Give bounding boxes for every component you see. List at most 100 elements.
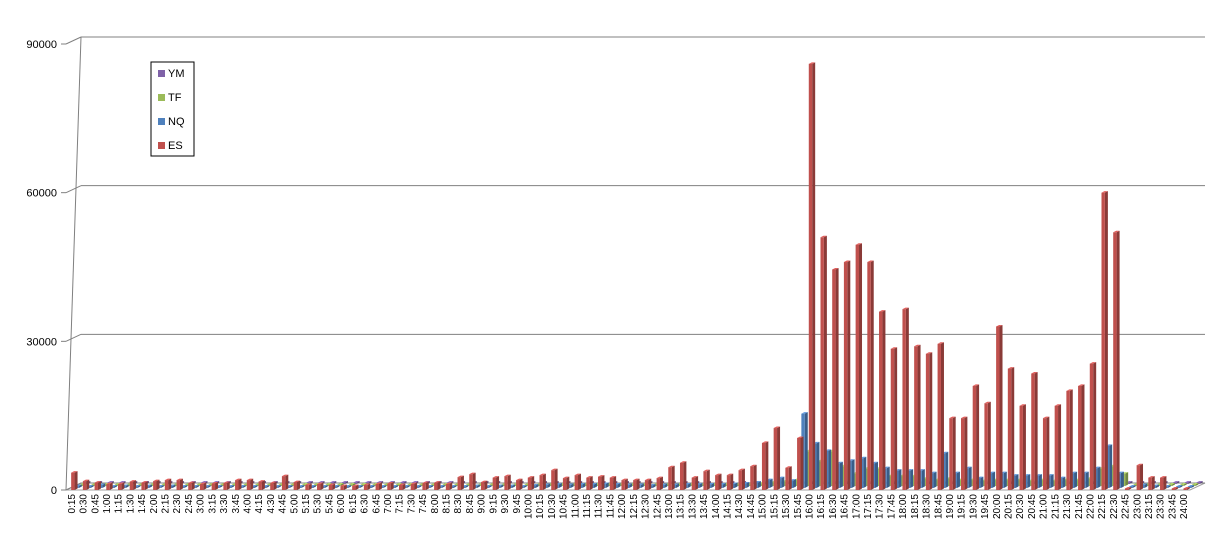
bar-side [273,481,277,490]
bar-es [340,484,347,490]
bar-side [297,480,301,490]
bar-es [1101,191,1108,490]
bar-front [1113,232,1117,491]
bar-side [1062,476,1066,488]
legend-swatch [158,142,165,149]
bar-top [984,401,991,404]
bar-top [972,384,980,386]
bar-side [793,479,797,488]
bar-side [403,481,407,484]
bar-top [329,481,337,483]
x-tick-label: 12:00 [617,494,628,519]
bar-front [1136,465,1141,490]
x-tick-label: 22:30 [1109,494,1120,519]
x-tick-label: 2:30 [172,494,183,514]
x-tick-label: 9:00 [477,494,488,514]
bar-top [117,482,125,485]
bar-side [1081,384,1085,490]
legend: YM TF NQ ES [150,61,195,157]
bar-front [703,471,707,490]
x-tick-label: 19:45 [980,494,991,519]
bar-top [890,347,898,349]
bar-side [1176,481,1180,484]
bar-side [999,324,1003,490]
x-tick-label: 4:30 [266,494,277,514]
bar-top [434,481,441,483]
bar-front [235,480,239,490]
bar-es [1042,416,1050,490]
left-wall-edge [65,36,82,491]
bar-es [317,482,324,490]
bar-side [1132,485,1136,488]
x-tick-label: 12:45 [652,494,663,519]
bar-es [867,260,874,490]
bar-es [410,482,418,490]
bar-es [925,352,933,490]
bar-side [578,473,582,490]
bar-es [984,401,991,490]
bar-front [996,326,1000,490]
bar-side [390,482,394,490]
bar-es [598,475,605,490]
bar-side [336,485,340,488]
bar-front [574,475,579,490]
x-tick-label: 1:00 [102,494,113,514]
x-tick-label: 21:15 [1050,494,1061,519]
x-tick-label: 11:00 [570,494,581,519]
x-tick-label: 4:00 [242,494,253,514]
bar-side [333,481,337,484]
bar-es [199,482,207,490]
bar-side [1179,485,1183,488]
bar-top [1042,416,1050,419]
bar-top [246,478,254,481]
bar-side [722,483,726,488]
bar-side [332,483,336,490]
bar-top [1180,483,1187,485]
bar-es [457,475,464,490]
x-tick-label: 17:15 [863,494,874,519]
bar-top [352,484,359,487]
bar-front [879,311,883,490]
bar-front [1054,405,1059,490]
bar-side [777,426,781,490]
x-tick-label: 21:45 [1074,494,1085,519]
bar-top [1066,389,1073,391]
x-tick-label: 15:00 [758,494,769,519]
bar-top [281,474,289,477]
bar-side [425,481,429,490]
bar-top [1183,487,1190,489]
bar-side [734,482,738,488]
bar-top [201,481,208,483]
bar-side [648,478,652,490]
bar-side [191,481,195,490]
bar-top [363,483,371,486]
bar-top [164,478,172,481]
bar-top [925,352,933,354]
bar-side [172,484,176,488]
bar-top [258,480,265,482]
bar-front [925,353,930,490]
bar-front [317,484,321,490]
bar-side [1038,474,1042,488]
bar-side [781,476,785,488]
bar-side [90,485,94,488]
bar-side [168,478,172,490]
legend-label: ES [168,140,183,152]
bar-front [352,486,356,490]
bar-top [609,476,617,478]
bar-es [551,468,558,490]
x-tick-label: 6:00 [336,494,347,514]
x-tick-label: 8:45 [465,494,476,514]
bar-side [1128,487,1132,490]
bar-top [337,483,344,485]
bar-top [773,426,781,429]
x-tick-label: 7:15 [395,494,406,514]
bar-side [624,478,628,490]
bar-es [153,479,160,490]
bar-front [82,481,87,490]
bar-side [910,469,914,488]
bar-front [117,484,122,490]
bar-top [679,461,687,463]
x-tick-label: 16:45 [840,494,851,519]
bar-top [400,481,407,483]
